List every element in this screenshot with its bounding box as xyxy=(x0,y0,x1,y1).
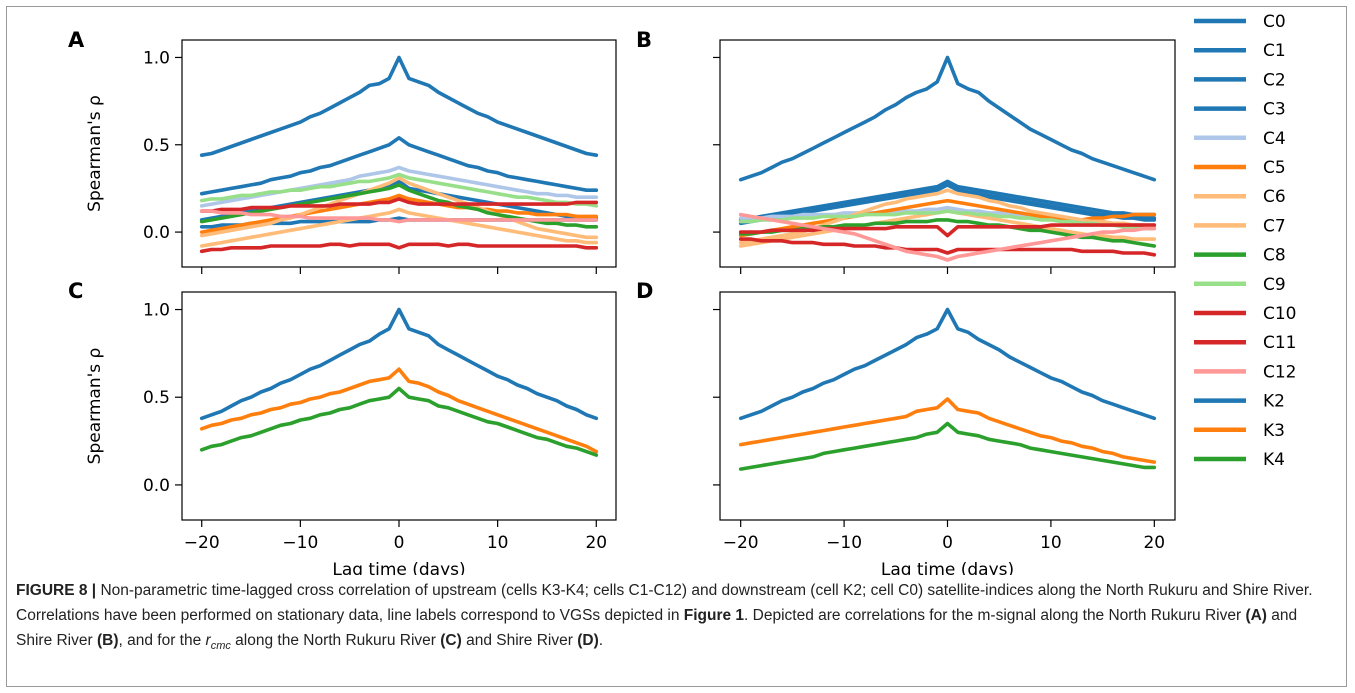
panel-label: A xyxy=(68,28,85,52)
figure-label: FIGURE 8 | xyxy=(16,582,97,599)
series-line xyxy=(738,183,1157,224)
series-line xyxy=(199,136,599,196)
legend-label: C9 xyxy=(1263,275,1286,295)
legend: C0 C1 C2 C3 C4 C5 C6 C7 C8 C9 C10 C11 C12 K2 K3 K4 xyxy=(1194,12,1297,470)
panel-label: D xyxy=(636,279,653,303)
x-tick-label: 20 xyxy=(585,533,607,553)
legend-label: C8 xyxy=(1263,246,1286,266)
legend-label: C2 xyxy=(1263,70,1286,90)
legend-label: C11 xyxy=(1263,333,1297,353)
x-tick-label: 0 xyxy=(394,533,405,553)
series-line xyxy=(199,55,599,157)
panel-a: A 0.0 0.5 1.0 Spearman's ρ xyxy=(68,28,617,274)
legend-label: C5 xyxy=(1263,158,1286,178)
y-tick-label: 0.0 xyxy=(143,476,170,496)
y-tick-label: 1.0 xyxy=(143,301,170,321)
legend-label: C6 xyxy=(1263,187,1286,207)
figure-caption: FIGURE 8 | Non-parametric time-lagged cr… xyxy=(16,578,1336,659)
x-tick-label: 20 xyxy=(1143,533,1165,553)
caption-text-3: and Shire River xyxy=(16,607,1298,649)
x-tick-label: 10 xyxy=(487,533,509,553)
caption-text-1: Non-parametric time-lagged cross correla… xyxy=(16,582,1313,624)
y-axis-label: Spearman's ρ xyxy=(85,348,105,465)
x-tick-label: −20 xyxy=(184,533,220,553)
x-axis-label: Lag time (days) xyxy=(332,560,465,575)
series-line xyxy=(199,367,599,454)
legend-label: C12 xyxy=(1263,362,1297,382)
series-line xyxy=(199,386,599,457)
caption-text-6: and Shire River xyxy=(461,632,578,649)
legend-label: K2 xyxy=(1263,392,1285,412)
caption-text-4: , and for the xyxy=(118,632,206,649)
figure-frame xyxy=(6,6,1347,687)
legend-label: C4 xyxy=(1263,129,1286,149)
y-axis-label: Spearman's ρ xyxy=(85,95,105,212)
legend-label: C10 xyxy=(1263,304,1297,324)
panel-b: B xyxy=(636,28,1176,274)
series-line xyxy=(199,172,599,208)
series-line xyxy=(199,207,599,248)
legend-label: C0 xyxy=(1263,12,1286,32)
series-line xyxy=(738,55,1157,182)
series-line xyxy=(738,307,1157,421)
axes-frame xyxy=(181,39,617,268)
series-line xyxy=(738,237,1157,257)
x-tick-label: −10 xyxy=(282,533,318,553)
legend-label: C3 xyxy=(1263,100,1286,120)
series-line xyxy=(199,193,599,234)
legend-label: C1 xyxy=(1263,41,1286,61)
y-tick-label: 0.0 xyxy=(143,223,170,243)
x-tick-label: 0 xyxy=(942,533,953,553)
x-tick-label: 10 xyxy=(1040,533,1062,553)
legend-label: K4 xyxy=(1263,450,1285,470)
series-line xyxy=(738,212,1157,262)
series-line xyxy=(199,307,599,421)
x-tick-label: −20 xyxy=(723,533,759,553)
x-tick-label: −10 xyxy=(826,533,862,553)
legend-label: C7 xyxy=(1263,216,1286,236)
caption-ref-figure: Figure 1 xyxy=(683,607,745,624)
panel-label: B xyxy=(636,28,652,52)
series-line xyxy=(199,242,599,254)
caption-ref-b: (B) xyxy=(96,632,119,649)
figure-chart: A 0.0 0.5 1.0 Spearman's ρ B C 0.0 0.5 1.0 −20 −10 0… xyxy=(68,12,1297,575)
series-line xyxy=(738,421,1157,471)
caption-text-5: along the North Rukuru River xyxy=(230,632,441,649)
caption-text-2: . Depicted are correlations for the m-si… xyxy=(744,607,1246,624)
series-line xyxy=(738,397,1157,464)
axes-frame xyxy=(181,291,617,521)
caption-rcmc-base: r xyxy=(205,632,211,649)
panel-d: D −20 −10 0 10 20 Lag time (days) xyxy=(636,279,1176,575)
panel-label: C xyxy=(68,279,83,303)
series-line xyxy=(738,223,1157,238)
axes-frame xyxy=(719,291,1176,521)
caption-ref-d: (D) xyxy=(577,632,599,649)
y-tick-label: 0.5 xyxy=(143,136,170,156)
caption-ref-a: (A) xyxy=(1245,607,1267,624)
y-tick-label: 0.5 xyxy=(143,388,170,408)
caption-ref-c: (C) xyxy=(440,632,462,649)
caption-rcmc: rcmc xyxy=(205,632,231,653)
series-line xyxy=(199,209,599,224)
series-line xyxy=(199,197,599,213)
series-line xyxy=(199,176,599,240)
y-tick-label: 1.0 xyxy=(143,48,170,68)
caption-rcmc-sub: cmc xyxy=(210,640,231,653)
x-axis-label: Lag time (days) xyxy=(881,560,1014,575)
legend-label: K3 xyxy=(1263,421,1285,441)
panel-c: C 0.0 0.5 1.0 −20 −10 0 10 20 Spearman's ρ Lag tim… xyxy=(68,279,617,575)
caption-text-7: . xyxy=(598,632,604,649)
